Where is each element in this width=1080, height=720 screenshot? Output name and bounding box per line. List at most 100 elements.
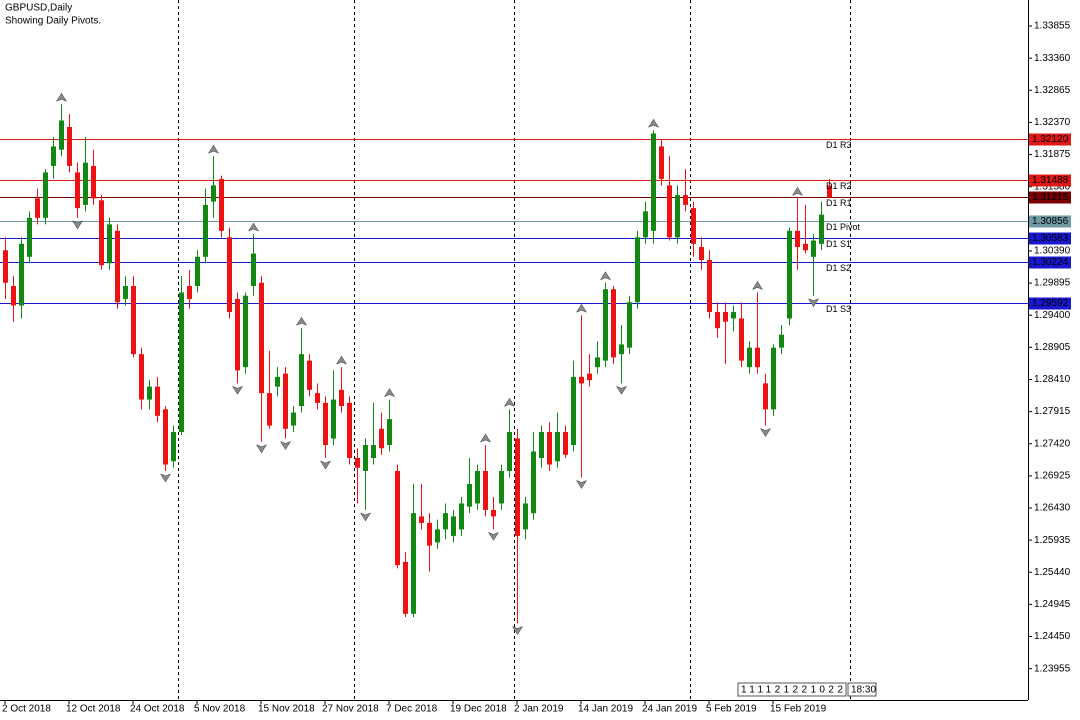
fractal-up xyxy=(791,186,804,196)
x-tick-label: 19 Dec 2018 xyxy=(450,704,507,715)
candle-body xyxy=(787,230,792,319)
pivot-price-box xyxy=(1029,174,1071,187)
fractal-down xyxy=(159,473,172,483)
candle-body xyxy=(267,393,272,426)
x-tick-label: 5 Feb 2019 xyxy=(706,704,757,715)
chart-subtitle: Showing Daily Pivots. xyxy=(5,16,101,27)
pivot-price-label: 1.30224 xyxy=(1032,257,1069,268)
fractal-down xyxy=(319,460,332,470)
candle-body xyxy=(507,432,512,471)
candle-body xyxy=(819,214,824,244)
fractal-up xyxy=(479,433,492,443)
fractal-up xyxy=(383,388,396,398)
timer-digits: 111121221022 xyxy=(741,685,846,696)
candle-body xyxy=(243,295,248,368)
candle-body xyxy=(691,208,696,244)
pivot-price-box xyxy=(1029,133,1071,146)
fractal-down xyxy=(231,385,244,395)
y-tick-label: 1.25935 xyxy=(1034,535,1071,546)
candle-body xyxy=(595,357,600,368)
y-tick-label: 1.28905 xyxy=(1034,342,1071,353)
fractal-down xyxy=(759,428,772,438)
x-tick-label: 2 Jan 2019 xyxy=(514,704,564,715)
fractal-up xyxy=(599,271,612,281)
candle-body xyxy=(619,344,624,355)
y-tick-label: 1.32370 xyxy=(1034,117,1071,128)
candle-body xyxy=(395,470,400,566)
candle-body xyxy=(611,289,616,358)
x-tick-label: 15 Feb 2019 xyxy=(770,704,827,715)
candle-body xyxy=(635,237,640,303)
fractal-down xyxy=(71,220,84,230)
candle-body xyxy=(67,126,72,166)
candle-body xyxy=(523,503,528,530)
y-tick-label: 1.26430 xyxy=(1034,503,1071,514)
candle-body xyxy=(699,247,704,261)
x-tick-label: 15 Nov 2018 xyxy=(258,704,315,715)
candle-body xyxy=(227,237,232,312)
pivot-price-box xyxy=(1029,191,1071,204)
candle-body xyxy=(3,250,8,283)
fractal-down xyxy=(615,385,628,395)
pivot-price-label: 1.32120 xyxy=(1032,134,1069,145)
candle-body xyxy=(219,178,224,231)
candle-body xyxy=(539,432,544,459)
candle-body xyxy=(59,120,64,150)
pivot-name: D1 S1 xyxy=(826,239,851,249)
candle-body xyxy=(411,513,416,614)
pivot-price-label: 1.30856 xyxy=(1032,216,1069,227)
candle-body xyxy=(515,438,520,536)
candle-body xyxy=(795,230,800,248)
pivot-name: D1 S2 xyxy=(826,263,851,273)
candle-body xyxy=(187,285,192,299)
pivot-price-box xyxy=(1029,256,1071,269)
candle-body xyxy=(331,399,336,439)
fractal-up xyxy=(751,281,764,291)
candle-body xyxy=(627,302,632,348)
x-tick-label: 2 Oct 2018 xyxy=(2,704,51,715)
fractal-up xyxy=(207,144,220,154)
candle-body xyxy=(675,195,680,238)
candle-body xyxy=(315,393,320,403)
y-tick-label: 1.24945 xyxy=(1034,599,1071,610)
timer: 18:30 xyxy=(851,685,876,696)
x-tick-label: 14 Jan 2019 xyxy=(578,704,633,715)
candle-body xyxy=(339,389,344,407)
candle-body xyxy=(451,516,456,536)
candle-body xyxy=(35,198,40,218)
pivot-name: D1 R1 xyxy=(826,198,852,208)
candle-body xyxy=(747,347,752,368)
candle-body xyxy=(571,376,576,446)
candle-body xyxy=(11,285,16,306)
candle-body xyxy=(427,522,432,546)
fractal-up xyxy=(55,92,68,102)
y-tick-label: 1.29400 xyxy=(1034,310,1071,321)
candle-body xyxy=(115,230,120,303)
x-tick-label: 12 Oct 2018 xyxy=(66,704,121,715)
candle-body xyxy=(259,282,264,394)
candle-body xyxy=(91,165,96,199)
y-tick-label: 1.29895 xyxy=(1034,278,1071,289)
candle-body xyxy=(467,483,472,507)
candle-body xyxy=(195,256,200,286)
candle-body xyxy=(723,311,728,322)
candle-body xyxy=(603,289,608,361)
candle-body xyxy=(403,561,408,614)
candle-body xyxy=(827,185,832,198)
candle-body xyxy=(779,334,784,348)
candle-body xyxy=(163,409,168,465)
y-tick-label: 1.27420 xyxy=(1034,438,1071,449)
candle-body xyxy=(483,470,488,510)
candle-body xyxy=(307,360,312,390)
candle-body xyxy=(459,503,464,530)
candle-body xyxy=(803,243,808,251)
timer-box xyxy=(847,682,877,697)
y-tick-label: 1.33855 xyxy=(1034,21,1071,32)
candle-body xyxy=(171,432,176,462)
candle-body xyxy=(211,185,216,202)
fractal-down xyxy=(575,479,588,489)
chart-title: GBPUSD,Daily xyxy=(5,3,72,14)
pivot-price-label: 1.31488 xyxy=(1032,175,1069,186)
candle-body xyxy=(299,354,304,407)
